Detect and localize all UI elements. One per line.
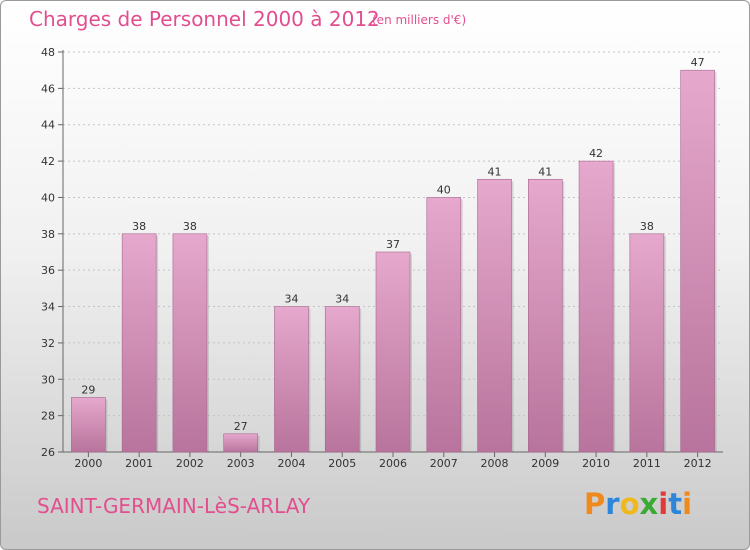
- x-tick-label: 2012: [684, 457, 712, 470]
- bar-value-label: 34: [284, 293, 298, 306]
- y-tick-label: 48: [41, 46, 55, 59]
- bar-value-label: 38: [132, 220, 146, 233]
- x-tick-label: 2000: [74, 457, 102, 470]
- y-tick-label: 30: [41, 373, 55, 386]
- chart-subtitle: (en milliers d'€): [372, 13, 467, 27]
- logo-letter: x: [639, 487, 659, 521]
- bar: [172, 233, 208, 453]
- y-tick-label: 40: [41, 191, 55, 204]
- x-tick-label: 2004: [277, 457, 305, 470]
- y-tick-label: 46: [41, 82, 55, 95]
- chart-title: Charges de Personnel 2000 à 2012: [29, 7, 380, 31]
- bar: [629, 233, 665, 453]
- x-tick-label: 2009: [531, 457, 559, 470]
- bar-value-label: 37: [386, 238, 400, 251]
- x-tick-label: 2010: [582, 457, 610, 470]
- bar-value-label: 27: [234, 420, 248, 433]
- commune-name: SAINT-GERMAIN-LèS-ARLAY: [37, 494, 311, 518]
- x-tick-label: 2003: [227, 457, 255, 470]
- bar-value-label: 38: [640, 220, 654, 233]
- bar-value-label: 34: [335, 293, 349, 306]
- logo-letter: i: [682, 487, 693, 521]
- x-tick-label: 2006: [379, 457, 407, 470]
- bar-value-label: 29: [81, 383, 95, 396]
- proxiti-logo: Proxiti: [584, 487, 692, 521]
- bar-value-label: 41: [538, 165, 552, 178]
- logo-letter: r: [605, 487, 620, 521]
- bars: 29 38 38 27 34 34 37 40 41 41 42 38 47: [71, 56, 717, 453]
- bar: [426, 197, 462, 453]
- bar: [121, 233, 157, 453]
- y-tick-label: 26: [41, 446, 55, 459]
- logo-letter: t: [668, 487, 683, 521]
- bar-value-label: 40: [437, 183, 451, 196]
- bar: [324, 306, 360, 453]
- y-tick-label: 28: [41, 410, 55, 423]
- x-tick-label: 2008: [481, 457, 509, 470]
- x-tick-label: 2007: [430, 457, 458, 470]
- bar: [578, 160, 614, 453]
- bar: [680, 69, 715, 453]
- bar-value-label: 42: [589, 147, 603, 160]
- bar: [71, 397, 106, 453]
- logo-letter: o: [619, 487, 640, 521]
- x-tick-label: 2011: [633, 457, 661, 470]
- x-tick-label: 2002: [176, 457, 204, 470]
- x-tick-label: 2001: [125, 457, 153, 470]
- bar-value-label: 38: [183, 220, 197, 233]
- y-tick-label: 32: [41, 337, 55, 350]
- bar: [477, 178, 512, 453]
- y-tick-label: 44: [41, 119, 55, 132]
- y-tick-label: 42: [41, 155, 55, 168]
- bar: [375, 251, 411, 453]
- x-tick-label: 2005: [328, 457, 356, 470]
- y-tick-label: 36: [41, 264, 55, 277]
- bar: [223, 433, 258, 453]
- y-tick-label: 38: [41, 228, 55, 241]
- logo-letter: i: [658, 487, 669, 521]
- bar-value-label: 41: [488, 165, 502, 178]
- bar: [274, 306, 309, 453]
- y-tick-label: 34: [41, 301, 55, 314]
- logo-letter: P: [584, 487, 606, 521]
- bar: [528, 178, 563, 453]
- bar-value-label: 47: [691, 56, 705, 69]
